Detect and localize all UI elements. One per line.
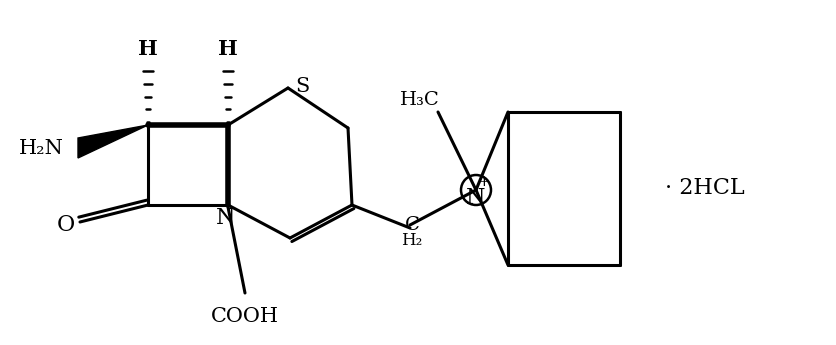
Text: H: H bbox=[138, 39, 158, 59]
Polygon shape bbox=[78, 125, 148, 158]
Text: O: O bbox=[57, 214, 75, 236]
Text: +: + bbox=[477, 175, 491, 189]
Text: S: S bbox=[295, 77, 309, 96]
Text: H₂N: H₂N bbox=[19, 138, 64, 158]
Text: COOH: COOH bbox=[211, 306, 279, 325]
Text: · 2HCL: · 2HCL bbox=[665, 177, 745, 199]
Text: C: C bbox=[405, 216, 420, 234]
Text: H: H bbox=[218, 39, 238, 59]
Text: H₃C: H₃C bbox=[400, 91, 440, 109]
Text: N: N bbox=[217, 207, 236, 229]
Text: N: N bbox=[466, 187, 486, 209]
Text: H₂: H₂ bbox=[401, 231, 423, 248]
